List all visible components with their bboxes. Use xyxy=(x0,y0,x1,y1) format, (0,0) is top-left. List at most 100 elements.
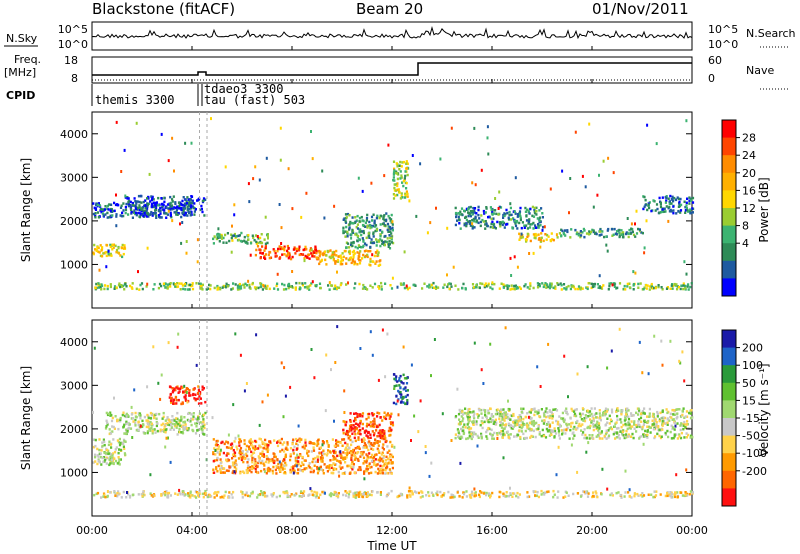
power-echo-cell-12-397 xyxy=(169,282,172,285)
velocity-echo-cell-2-68 xyxy=(337,470,340,474)
freq-right-tick-bottom: 0 xyxy=(708,72,715,85)
power-echo-cell-8-118 xyxy=(521,221,524,224)
velocity-echo-cell-2-259 xyxy=(374,438,377,442)
velocity-echo-cell-7-313 xyxy=(368,493,372,496)
velocity-echo-cell-1-81 xyxy=(167,418,170,421)
power-echo-cell-12-115 xyxy=(364,286,367,290)
power-echo-cell-6-138 xyxy=(356,239,359,242)
velocity-echo-cell-5-343 xyxy=(641,409,644,413)
power-echo-cell-2-40 xyxy=(150,205,153,208)
velocity-echo-cell-2-709 xyxy=(213,471,216,474)
velocity-echo-cell-6-24 xyxy=(193,397,196,400)
velocity-echo-cell-2-545 xyxy=(265,455,268,458)
power-echo-cell-6-187 xyxy=(358,216,362,220)
velocity-echo-cell-0-6 xyxy=(115,446,118,449)
velocity-echo-cell-2-737 xyxy=(367,448,370,452)
velocity-echo-cell-2-25 xyxy=(276,444,280,448)
velocity-echo-cell-7-474 xyxy=(639,493,642,497)
velocity-echo-cell-1-194 xyxy=(197,416,200,419)
velocity-echo-cell-5-583 xyxy=(584,414,587,417)
velocity-echo-cell-2-146 xyxy=(223,471,226,474)
velocity-echo-cell-3-131 xyxy=(378,434,381,438)
power-scatter-cell-75 xyxy=(446,226,449,230)
velocity-echo-cell-5-853 xyxy=(615,431,618,434)
velocity-echo-cell-2-95 xyxy=(378,440,381,443)
velocity-echo-cell-5-479 xyxy=(530,417,533,420)
power-echo-cell-12-216 xyxy=(172,283,176,286)
velocity-echo-cell-0-91 xyxy=(117,456,120,459)
power-echo-cell-6-129 xyxy=(345,225,348,229)
velocity-echo-cell-3-52 xyxy=(386,412,390,415)
velocity-echo-cell-5-430 xyxy=(503,433,506,437)
velocity-echo-cell-5-784 xyxy=(609,418,612,421)
velocity-echo-cell-1-218 xyxy=(179,419,182,422)
velocity-echo-cell-7-322 xyxy=(345,494,348,497)
power-echo-cell-6-104 xyxy=(353,221,356,224)
velocity-echo-cell-7-413 xyxy=(164,493,167,497)
power-echo-cell-8-163 xyxy=(542,225,545,229)
velocity-echo-cell-1-185 xyxy=(202,420,205,424)
power-echo-cell-12-202 xyxy=(224,285,228,289)
velocity-echo-cell-2-556 xyxy=(320,460,323,463)
power-echo-cell-12-374 xyxy=(500,282,503,285)
power-echo-cell-10-55 xyxy=(622,231,625,234)
velocity-echo-cell-2-546 xyxy=(292,452,295,455)
velocity-echo-cell-5-751 xyxy=(683,436,686,439)
power-scatter-cell-119 xyxy=(611,283,614,287)
velocity-echo-cell-4-19 xyxy=(402,373,405,377)
velocity-echo-cell-1-254 xyxy=(162,411,165,415)
power-echo-cell-7-66 xyxy=(398,191,401,194)
velocity-echo-cell-5-393 xyxy=(454,415,458,418)
velocity-echo-cell-5-286 xyxy=(519,437,522,440)
power-echo-cell-12-324 xyxy=(294,288,297,291)
velocity-echo-cell-5-381 xyxy=(626,409,629,412)
velocity-echo-cell-2-689 xyxy=(254,470,258,473)
velocity-echo-cell-7-457 xyxy=(407,490,411,493)
velocity-echo-cell-5-660 xyxy=(587,425,590,429)
velocity-echo-cell-5-181 xyxy=(470,411,473,414)
velocity-echo-cell-7-294 xyxy=(666,491,669,495)
velocity-echo-cell-5-15 xyxy=(555,419,558,423)
velocity-echo-cell-2-680 xyxy=(254,462,257,465)
velocity-echo-cell-5-65 xyxy=(646,436,649,439)
velocity-echo-cell-1-101 xyxy=(178,430,181,434)
velocity-echo-cell-3-119 xyxy=(343,420,346,424)
velocity-echo-cell-5-727 xyxy=(565,422,568,426)
power-echo-cell-0-26 xyxy=(122,252,125,256)
power-echo-cell-12-211 xyxy=(99,285,102,289)
power-echo-cell-1-32 xyxy=(160,216,163,219)
velocity-echo-cell-7-245 xyxy=(419,496,422,499)
velocity-echo-cell-2-656 xyxy=(372,455,376,459)
velocity-echo-cell-7-471 xyxy=(330,492,333,495)
power-echo-cell-9-3 xyxy=(545,238,548,241)
power-scatter-cell-123 xyxy=(252,177,255,181)
velocity-echo-cell-5-595 xyxy=(662,416,665,419)
power-echo-cell-12-422 xyxy=(242,283,245,287)
power-echo-cell-2-5 xyxy=(157,208,160,212)
velocity-echo-cell-0-20 xyxy=(113,450,117,454)
power-echo-cell-12-328 xyxy=(559,282,562,285)
velocity-echo-cell-7-176 xyxy=(103,493,106,497)
velocity-echo-cell-5-456 xyxy=(529,417,532,421)
power-echo-cell-4-86 xyxy=(301,253,304,256)
velocity-echo-cell-4-33 xyxy=(406,399,409,402)
velocity-echo-cell-5-643 xyxy=(502,415,505,418)
velocity-echo-cell-2-474 xyxy=(293,445,296,449)
power-echo-cell-5-8 xyxy=(379,259,382,262)
velocity-echo-cell-7-131 xyxy=(317,496,320,499)
power-echo-cell-12-340 xyxy=(557,283,560,286)
power-echo-cell-11-25 xyxy=(642,195,645,198)
velocity-echo-cell-5-532 xyxy=(548,416,551,420)
velocity-echo-cell-5-250 xyxy=(686,415,689,418)
power-echo-cell-6-65 xyxy=(355,219,358,222)
velocity-echo-cell-0-74 xyxy=(118,443,122,447)
power-echo-cell-2-62 xyxy=(151,195,154,199)
power-echo-cell-12-325 xyxy=(208,283,211,287)
power-echo-cell-0-18 xyxy=(119,254,122,257)
velocity-echo-cell-7-375 xyxy=(469,495,472,499)
velocity-echo-cell-5-882 xyxy=(615,421,618,424)
power-echo-cell-1-99 xyxy=(106,207,109,210)
power-echo-cell-1-13 xyxy=(122,214,125,218)
power-echo-cell-6-186 xyxy=(357,234,360,238)
velocity-echo-cell-1-89 xyxy=(106,423,109,426)
